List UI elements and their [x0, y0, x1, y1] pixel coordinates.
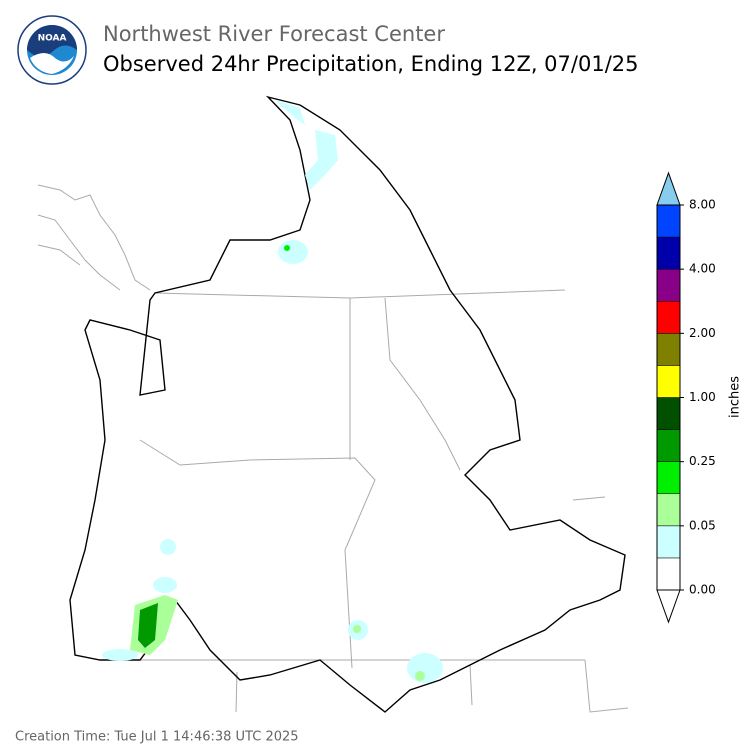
colorbar-tick-label: 2.00 — [689, 326, 716, 340]
colorbar: 0.00 0.05 0.25 1.00 2.00 4.00 8.00 — [656, 171, 716, 624]
colorbar-bin — [656, 365, 681, 398]
coastline — [37, 184, 151, 291]
colorbar-tick-label: 0.25 — [689, 454, 716, 468]
colorbar-bin — [656, 204, 681, 238]
colorbar-tick-label: 0.05 — [689, 518, 716, 532]
colorbar-tick-label: 0.00 — [689, 583, 716, 597]
colorbar-bin — [656, 525, 681, 559]
footer: Creation Time: Tue Jul 1 14:46:38 UTC 20… — [15, 730, 299, 745]
colorbar-under — [656, 589, 681, 624]
basin-outline — [69, 95, 626, 713]
colorbar-bin — [656, 493, 681, 527]
logo: NOAA — [17, 15, 87, 85]
borders — [100, 289, 629, 713]
title: Northwest River Forecast Center — [103, 22, 445, 46]
colorbar-tick-label: 8.00 — [689, 198, 716, 212]
colorbar-over — [656, 171, 681, 206]
colorbar-tick-label: 4.00 — [689, 262, 716, 276]
colorbar-bin — [656, 333, 681, 366]
colorbar-bin — [656, 268, 681, 302]
colorbar-bin — [656, 461, 681, 494]
colorbar-tick-label: 1.00 — [689, 390, 716, 404]
colorbar-bin — [656, 301, 681, 334]
colorbar-label: inches — [728, 376, 743, 418]
subtitle: Observed 24hr Precipitation, Ending 12Z,… — [103, 52, 639, 76]
colorbar-bin — [656, 429, 681, 462]
colorbar-bin — [656, 397, 681, 430]
logo-text: NOAA — [38, 34, 67, 44]
colorbar-bin — [656, 557, 681, 591]
colorbar-bin — [656, 236, 681, 270]
precipitation — [102, 100, 443, 683]
map — [37, 95, 629, 713]
